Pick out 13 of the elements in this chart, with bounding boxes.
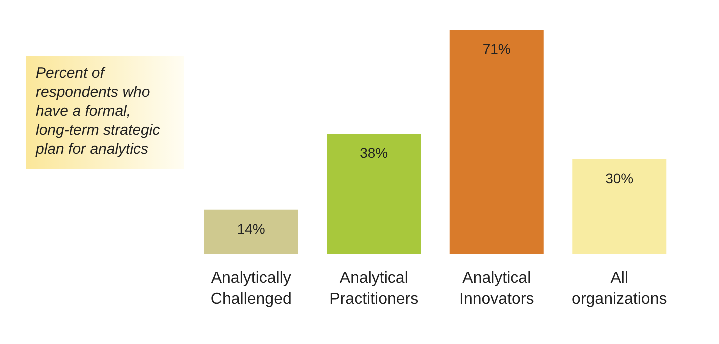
bar <box>450 30 544 254</box>
text: Percent of respondents who have a formal, long-term strategic plan for analytics <box>35 65 164 158</box>
data-label: 38% <box>360 145 388 162</box>
x-tick-label: Analytically Challenged <box>210 270 292 308</box>
data-label: 30% <box>606 170 634 186</box>
x-tick-label: All organizations <box>572 270 668 308</box>
x-tick-label: Analytical Innovators <box>460 270 534 308</box>
data-label: 71% <box>482 41 511 57</box>
bar <box>327 134 422 254</box>
data-label: 14% <box>237 220 266 237</box>
bar <box>572 159 667 254</box>
bar <box>204 210 298 254</box>
x-tick-label: Analytical Practitioners <box>330 270 419 308</box>
